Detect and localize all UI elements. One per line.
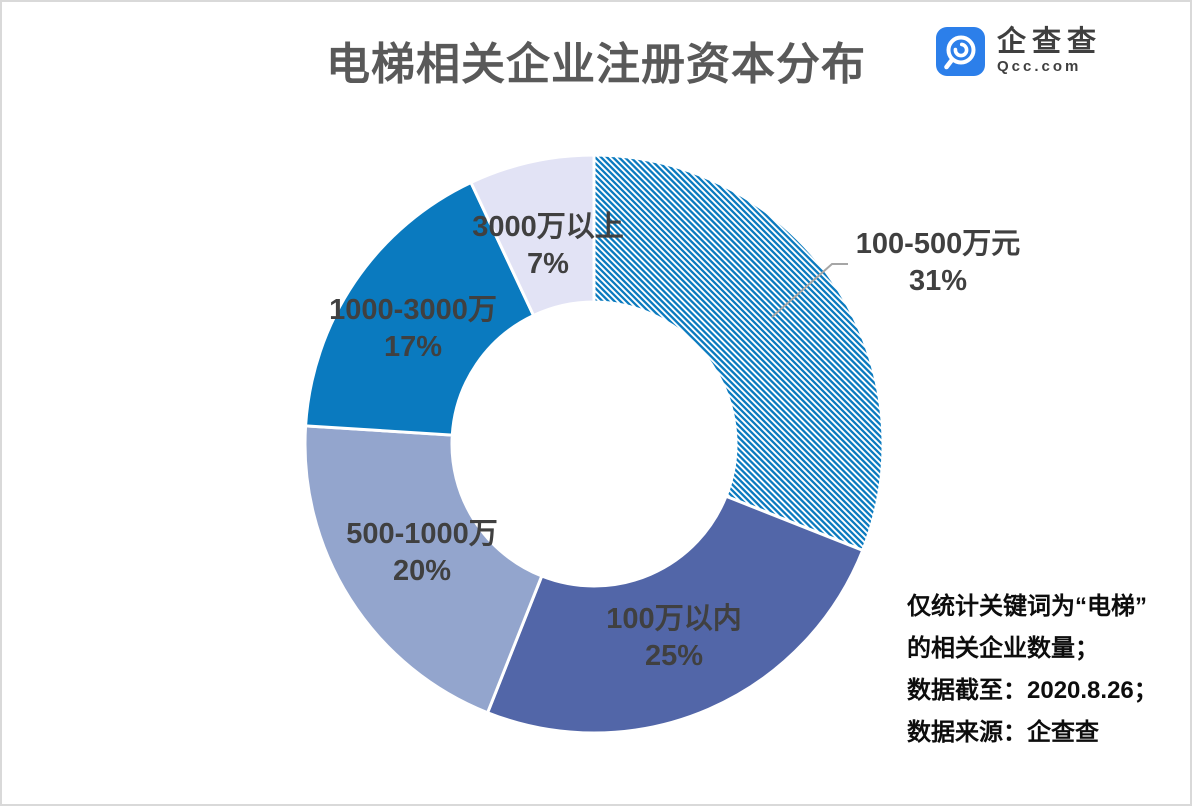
leader-line-100-500-icon — [771, 263, 848, 318]
brand-name: 企查查 — [996, 26, 1102, 58]
donut-slice-0 — [592, 153, 885, 553]
qcc-logo-icon — [935, 26, 985, 76]
brand-domain: Qcc.com — [996, 58, 1082, 75]
footnote-line: 的相关企业数量； — [907, 635, 1099, 662]
donut-slice-4 — [468, 153, 596, 318]
footnote-line: 数据来源：企查查 — [907, 719, 1099, 746]
chart-title: 电梯相关企业注册资本分布 — [326, 40, 866, 89]
donut-slice-3 — [303, 180, 536, 437]
donut-slice-2 — [303, 424, 544, 715]
donut-slice-1 — [485, 494, 865, 735]
footnote-line: 仅统计关键词为“电梯” — [907, 593, 1147, 620]
footnote: 仅统计关键词为“电梯” 的相关企业数量； 数据截至：2020.8.26； 数据来… — [907, 586, 1187, 754]
footnote-line: 数据截至：2020.8.26； — [907, 677, 1158, 704]
brand-watermark: 企查查 Qcc.com — [935, 26, 1102, 76]
donut-slices — [303, 153, 885, 735]
